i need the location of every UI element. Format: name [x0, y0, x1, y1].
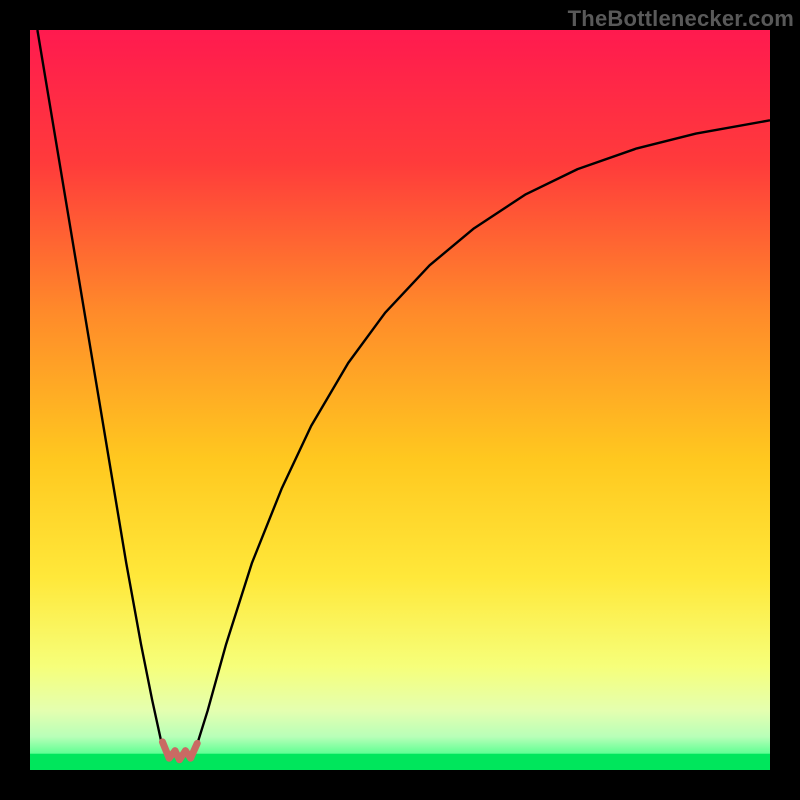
- watermark-text: TheBottlenecker.com: [568, 6, 794, 32]
- figure-root: TheBottlenecker.com: [0, 0, 800, 800]
- green-band: [30, 754, 770, 770]
- gradient-background: [30, 30, 770, 770]
- plot-frame: [30, 30, 770, 770]
- plot-svg: [30, 30, 770, 770]
